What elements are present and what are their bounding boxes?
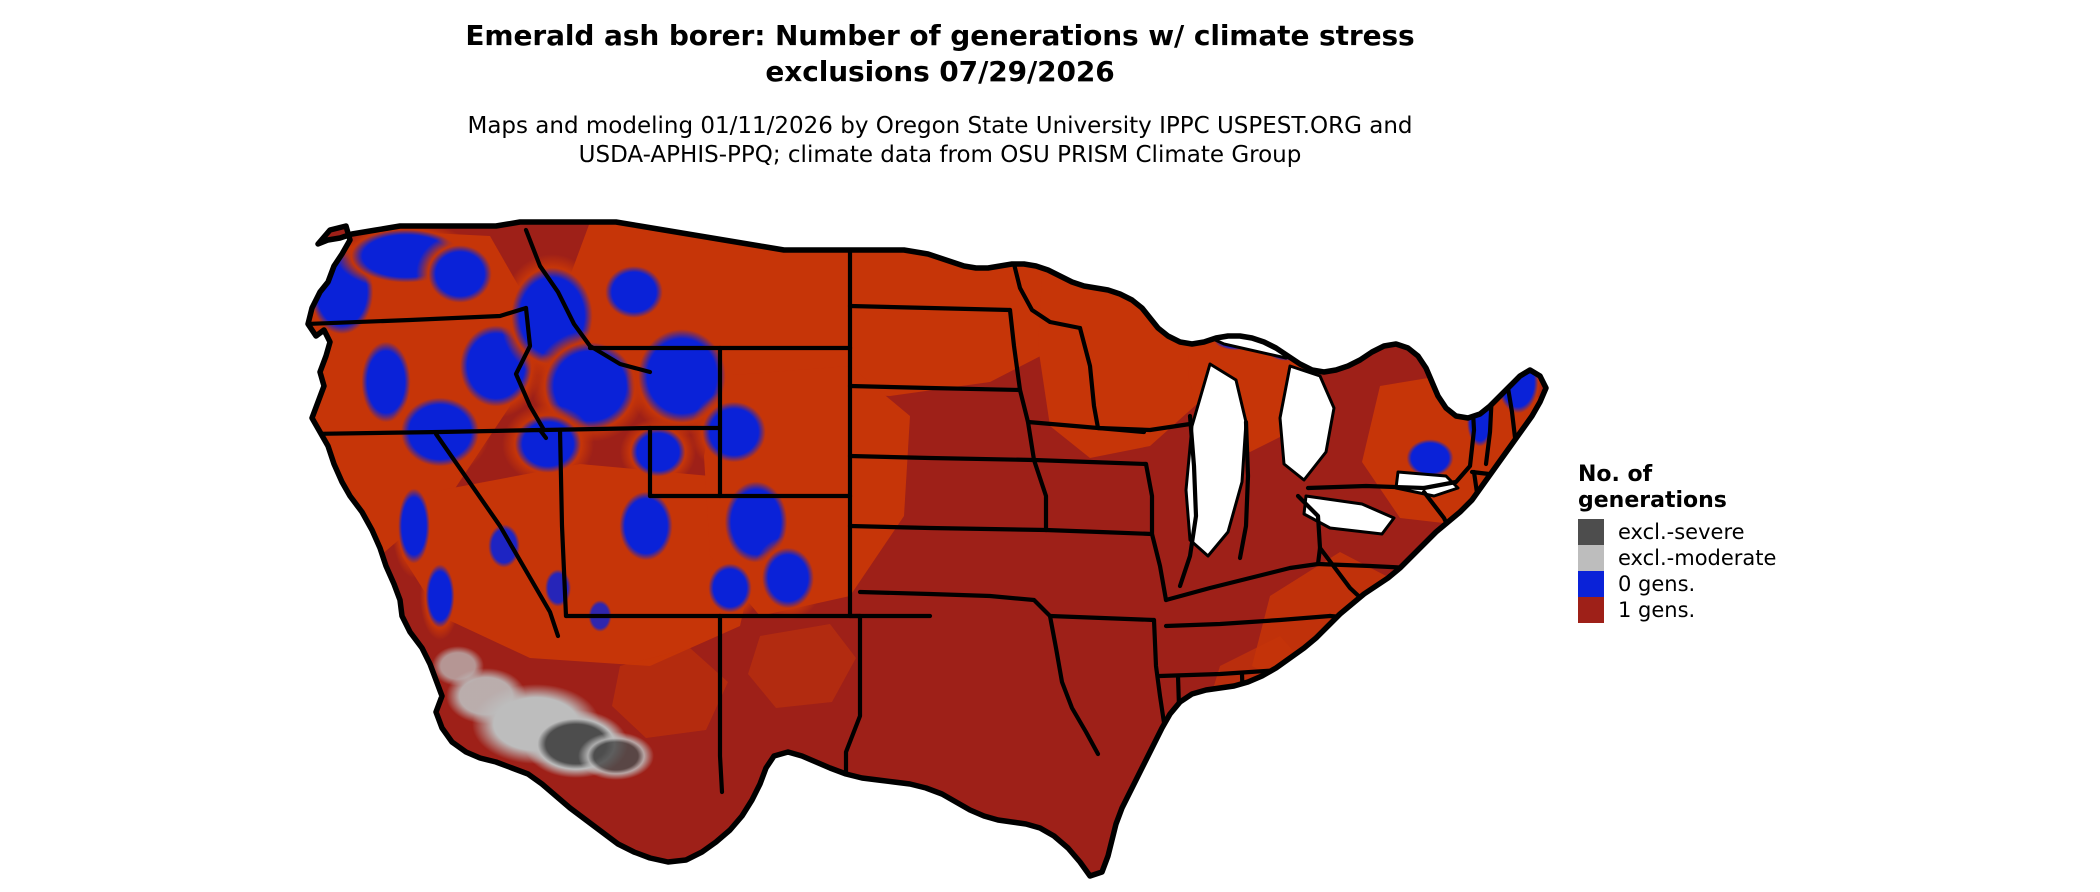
legend-label-1-gens: 1 gens. — [1618, 597, 1696, 622]
us-map-container — [290, 196, 1610, 886]
legend-title: No. of generations — [1578, 462, 1727, 513]
page-title: Emerald ash borer: Number of generations… — [465, 19, 1415, 88]
legend-swatch-1-gens — [1578, 597, 1604, 624]
legend-item-excl-severe[interactable]: excl.-severe — [1578, 519, 1908, 546]
us-choropleth-map — [305, 219, 1549, 879]
legend-label-excl-severe: excl.-severe — [1618, 519, 1745, 544]
legend-item-excl-moderate[interactable]: excl.-moderate — [1578, 545, 1908, 572]
legend-swatch-excl-moderate — [1578, 545, 1604, 572]
legend-swatch-excl-severe — [1578, 519, 1604, 546]
legend-label-excl-moderate: excl.-moderate — [1618, 545, 1777, 570]
legend-swatch-0-gens — [1578, 571, 1604, 598]
exclusion-areas — [432, 646, 654, 780]
map-legend: No. of generations excl.-severe excl.-mo… — [1578, 462, 1908, 624]
page-subtitle: Maps and modeling 01/11/2026 by Oregon S… — [467, 112, 1413, 169]
raster-layer — [308, 222, 1546, 876]
legend-item-1-gens[interactable]: 1 gens. — [1578, 597, 1908, 624]
national-outline — [305, 219, 1549, 879]
legend-item-0-gens[interactable]: 0 gens. — [1578, 571, 1908, 598]
legend-label-0-gens: 0 gens. — [1618, 571, 1696, 596]
legend-items: excl.-severe excl.-moderate 0 gens. 1 ge… — [1578, 519, 1908, 624]
title-block: Emerald ash borer: Number of generations… — [0, 18, 1880, 171]
us-outline-path — [305, 219, 1549, 879]
